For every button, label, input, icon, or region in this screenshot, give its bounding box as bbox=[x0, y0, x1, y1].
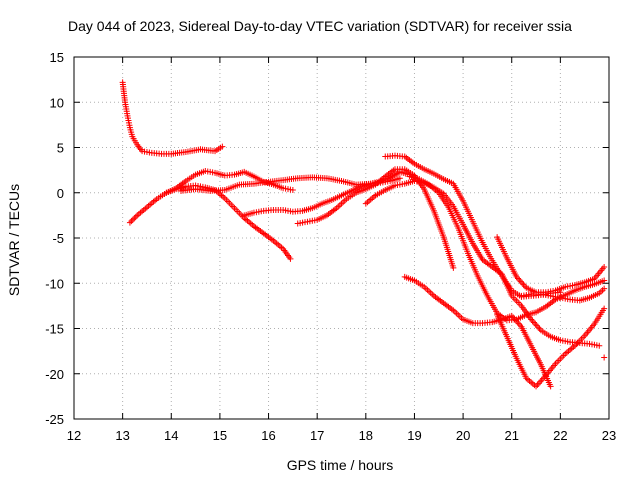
tick-labels: 12 13 14 15 16 17 18 19 20 21 22 23 15 10 5 0 -5 -10 -15 -2… bbox=[45, 50, 616, 443]
data-marks bbox=[119, 79, 608, 390]
data-point bbox=[529, 318, 536, 325]
data-point bbox=[520, 281, 527, 288]
x-tick-label: 16 bbox=[261, 428, 275, 443]
data-point bbox=[289, 187, 296, 194]
data-point bbox=[131, 215, 138, 222]
data-point bbox=[601, 285, 608, 292]
data-point bbox=[547, 383, 554, 390]
data-point bbox=[128, 218, 135, 225]
data-point bbox=[219, 143, 226, 150]
data-point bbox=[530, 319, 537, 326]
data-point bbox=[557, 289, 564, 296]
data-point bbox=[601, 277, 608, 284]
data-point bbox=[601, 305, 608, 312]
series-track13 bbox=[518, 285, 608, 304]
chart-title: Day 044 of 2023, Sidereal Day-to-day VTE… bbox=[68, 18, 572, 34]
data-point bbox=[132, 213, 139, 220]
x-tick-label: 14 bbox=[164, 428, 178, 443]
data-point bbox=[396, 175, 403, 182]
series-track6 bbox=[294, 166, 457, 271]
data-point bbox=[535, 324, 542, 331]
series-track14 bbox=[601, 354, 608, 361]
x-tick-label: 12 bbox=[67, 428, 81, 443]
series-track12 bbox=[494, 305, 608, 390]
y-tick-label: 0 bbox=[57, 186, 64, 201]
data-point bbox=[537, 378, 544, 385]
x-tick-label: 21 bbox=[504, 428, 518, 443]
series-track3 bbox=[163, 168, 296, 196]
grid bbox=[74, 57, 609, 419]
data-point bbox=[450, 264, 457, 271]
data-point bbox=[532, 321, 539, 328]
series-track1 bbox=[119, 79, 226, 157]
data-point bbox=[536, 325, 543, 332]
x-tick-label: 20 bbox=[456, 428, 470, 443]
x-tick-label: 15 bbox=[213, 428, 227, 443]
y-tick-label: 10 bbox=[50, 95, 64, 110]
data-point bbox=[596, 342, 603, 349]
y-tick-label: -15 bbox=[45, 322, 64, 337]
y-tick-label: 5 bbox=[57, 141, 64, 156]
data-point bbox=[519, 280, 526, 287]
x-tick-label: 23 bbox=[602, 428, 616, 443]
y-tick-label: 15 bbox=[50, 50, 64, 65]
data-point bbox=[601, 263, 608, 270]
data-point bbox=[538, 377, 545, 384]
series-track11 bbox=[494, 234, 608, 296]
data-point bbox=[534, 381, 541, 388]
x-tick-label: 19 bbox=[407, 428, 421, 443]
data-point bbox=[601, 354, 608, 361]
y-tick-label: -10 bbox=[45, 276, 64, 291]
x-tick-label: 17 bbox=[310, 428, 324, 443]
x-tick-label: 13 bbox=[115, 428, 129, 443]
data-point bbox=[533, 322, 540, 329]
series-track10 bbox=[406, 173, 608, 324]
y-tick-label: -5 bbox=[52, 231, 64, 246]
data-point bbox=[126, 219, 133, 226]
x-tick-label: 22 bbox=[553, 428, 567, 443]
x-axis-label: GPS time / hours bbox=[286, 457, 394, 473]
x-tick-label: 18 bbox=[359, 428, 373, 443]
y-tick-label: -25 bbox=[45, 412, 64, 427]
data-point bbox=[129, 216, 136, 223]
data-point bbox=[516, 277, 523, 284]
y-tick-label: -20 bbox=[45, 367, 64, 382]
data-point bbox=[287, 255, 294, 262]
